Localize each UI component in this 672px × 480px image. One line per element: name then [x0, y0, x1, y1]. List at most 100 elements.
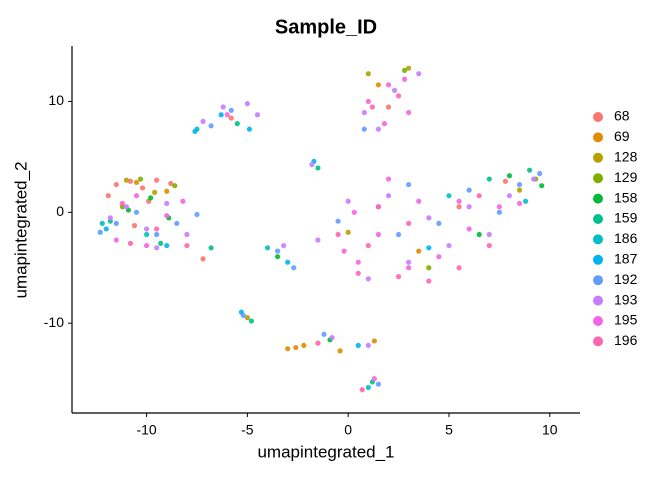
- point: [285, 346, 291, 352]
- x-tick-label: 0: [344, 422, 352, 438]
- point: [309, 162, 315, 168]
- point: [143, 242, 150, 249]
- point: [476, 193, 482, 199]
- point: [341, 248, 347, 254]
- point: [218, 112, 224, 118]
- point: [345, 198, 351, 204]
- legend-label: 187: [614, 251, 638, 267]
- legend-label: 68: [614, 108, 630, 124]
- x-tick-label: 5: [445, 422, 453, 438]
- point: [234, 121, 240, 127]
- point: [123, 204, 130, 210]
- point: [375, 231, 382, 238]
- legend-marker: [593, 132, 603, 143]
- point: [361, 126, 367, 132]
- point: [406, 259, 412, 265]
- point: [395, 274, 402, 280]
- point: [537, 170, 543, 177]
- point: [154, 231, 160, 238]
- point: [486, 176, 492, 182]
- legend-label: 158: [614, 189, 638, 205]
- point: [371, 376, 377, 382]
- point: [426, 278, 432, 284]
- point: [154, 226, 160, 232]
- y-axis-label: umapintegrated_2: [11, 161, 30, 298]
- point: [385, 176, 392, 182]
- point: [365, 276, 371, 282]
- point: [168, 180, 174, 187]
- point: [113, 237, 119, 243]
- point: [107, 215, 113, 221]
- point: [137, 176, 144, 182]
- point: [337, 348, 343, 354]
- point: [406, 109, 412, 116]
- point: [264, 245, 271, 251]
- legend-label: 195: [614, 312, 638, 328]
- point: [148, 195, 154, 201]
- point: [123, 177, 130, 183]
- point: [516, 187, 523, 193]
- point: [127, 178, 134, 184]
- point: [527, 167, 533, 173]
- point: [301, 342, 307, 348]
- point: [406, 265, 412, 271]
- y-tick-label: -10: [44, 314, 64, 330]
- legend-label: 159: [614, 210, 638, 226]
- point: [228, 107, 234, 113]
- point: [200, 256, 206, 262]
- point: [365, 384, 371, 391]
- legend-marker: [593, 152, 603, 163]
- point: [486, 242, 492, 249]
- point: [103, 226, 109, 232]
- point: [113, 181, 119, 188]
- point: [315, 340, 321, 346]
- point: [385, 82, 392, 88]
- x-axis-label: umapintegrated_1: [257, 442, 394, 461]
- legend-marker: [593, 336, 603, 347]
- point: [456, 265, 462, 271]
- point: [426, 265, 432, 271]
- legend-marker: [593, 316, 603, 326]
- point: [139, 185, 146, 191]
- point: [365, 71, 371, 77]
- point: [466, 204, 472, 210]
- point: [375, 381, 382, 387]
- point: [375, 204, 382, 210]
- point: [426, 245, 432, 251]
- point: [228, 115, 234, 121]
- x-tick-label: 10: [542, 422, 558, 438]
- point: [291, 265, 297, 271]
- point: [293, 344, 299, 351]
- point: [244, 315, 250, 321]
- x-tick-label: -10: [136, 422, 156, 438]
- point: [506, 193, 513, 199]
- point: [391, 87, 398, 93]
- point: [416, 198, 422, 204]
- point: [275, 248, 281, 254]
- point: [402, 67, 408, 73]
- point: [539, 183, 545, 189]
- point: [466, 226, 472, 232]
- point: [192, 128, 198, 134]
- point: [436, 254, 442, 260]
- point: [436, 220, 442, 227]
- point: [486, 231, 492, 238]
- point: [446, 242, 452, 249]
- point: [502, 178, 509, 184]
- point: [172, 183, 178, 189]
- legend-label: 69: [614, 128, 630, 144]
- point: [143, 226, 150, 232]
- point: [456, 204, 462, 210]
- legend-marker: [593, 295, 603, 306]
- point: [127, 240, 134, 246]
- point: [329, 335, 335, 341]
- point: [375, 126, 382, 132]
- point: [381, 121, 388, 127]
- point: [531, 176, 537, 182]
- point: [476, 231, 482, 238]
- point: [315, 237, 321, 243]
- point: [99, 220, 105, 227]
- legend-marker: [593, 173, 603, 184]
- point: [220, 104, 226, 110]
